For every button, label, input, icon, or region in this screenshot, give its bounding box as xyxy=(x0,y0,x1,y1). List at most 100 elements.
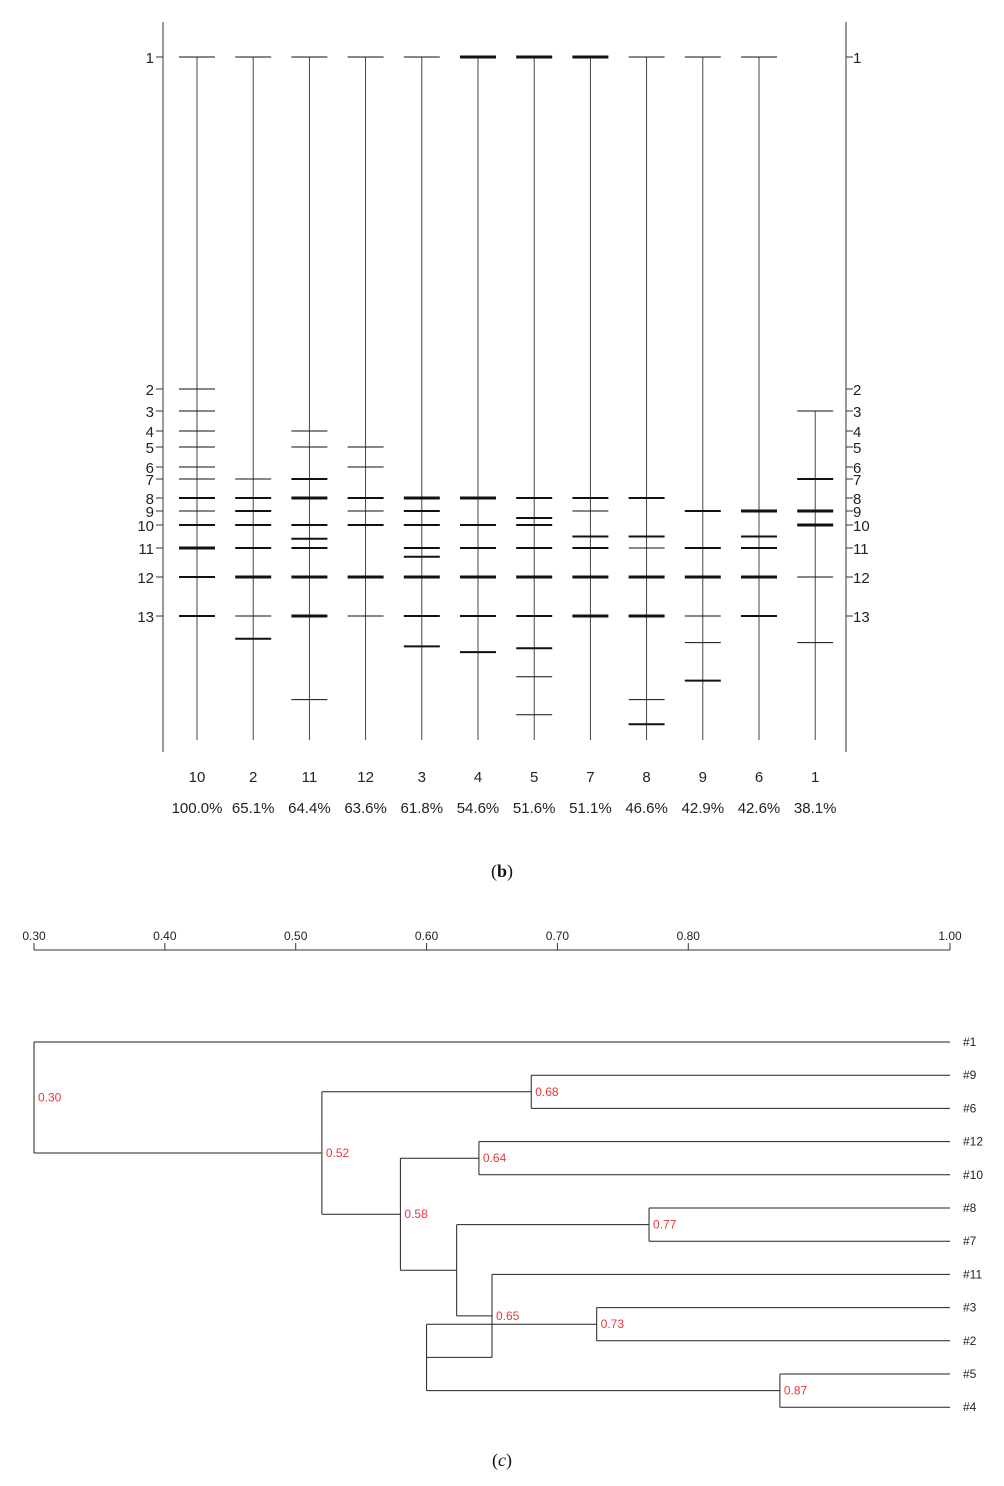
left-scale-label: 9 xyxy=(146,504,154,521)
node-similarity: 0.64 xyxy=(483,1151,507,1165)
right-scale-label: 9 xyxy=(853,504,861,521)
node-similarity: 0.87 xyxy=(784,1384,808,1398)
right-scale-label: 6 xyxy=(853,460,861,477)
dendrogram-panel: 0.30 0.40 0.50 0.60 0.70 0.80 1.00 #1 #9 #6 #12 #1… xyxy=(22,929,983,1414)
leaf-label: #6 xyxy=(963,1101,977,1115)
lane-similarity: 100.0% xyxy=(172,800,223,817)
lane-label: 2 xyxy=(249,769,257,786)
left-scale-label: 1 xyxy=(146,50,154,67)
axis-tick-label: 0.60 xyxy=(415,929,439,943)
leaf-label: #1 xyxy=(963,1035,977,1049)
node-similarity: 0.68 xyxy=(535,1085,559,1099)
lane-label: 10 xyxy=(189,769,206,786)
right-scale-label: 3 xyxy=(853,404,861,421)
lane-1: 1 38.1% xyxy=(794,410,837,817)
axis-tick-label: 0.70 xyxy=(546,929,570,943)
lane-similarity: 54.6% xyxy=(457,800,500,817)
right-scale-label: 13 xyxy=(853,609,870,626)
left-scale-label: 11 xyxy=(138,541,154,558)
lane-label: 9 xyxy=(699,769,707,786)
lane-9: 9 42.9% xyxy=(682,56,725,817)
lane-label: 12 xyxy=(357,769,374,786)
caption-c-label: c xyxy=(498,1450,506,1470)
caption-b: (b) xyxy=(491,861,513,882)
left-scale-label: 5 xyxy=(146,440,154,457)
right-scale-label: 4 xyxy=(853,424,861,441)
lane-3: 3 61.8% xyxy=(401,56,444,817)
lane-2: 2 65.1% xyxy=(232,56,275,817)
leaf-label: #9 xyxy=(963,1068,977,1082)
node-similarity: 0.65 xyxy=(496,1309,520,1323)
axis-tick-label: 1.00 xyxy=(938,929,962,943)
lane-6: 6 42.6% xyxy=(738,56,781,817)
node-labels: 0.87 0.77 0.73 0.68 0.65 0.64 0.58 0.52 0.30 xyxy=(38,1085,808,1398)
lane-similarity: 51.1% xyxy=(569,800,612,817)
lane-similarity: 63.6% xyxy=(344,800,387,817)
leaf-label: #7 xyxy=(963,1234,977,1248)
lane-7: 7 51.1% xyxy=(569,55,612,817)
axis-tick-label: 0.50 xyxy=(284,929,308,943)
leaf-labels: #1 #9 #6 #12 #10 #8 #7 #11 #3 #2 #5 #4 xyxy=(963,1035,983,1414)
left-scale-label: 3 xyxy=(146,404,154,421)
lane-12: 12 63.6% xyxy=(344,56,387,817)
left-scale-label: 4 xyxy=(146,424,154,441)
left-scale-label: 8 xyxy=(146,491,154,508)
node-similarity: 0.58 xyxy=(404,1207,428,1221)
lane-similarity: 38.1% xyxy=(794,800,837,817)
lane-similarity: 42.9% xyxy=(682,800,725,817)
right-scale-label: 10 xyxy=(853,518,870,535)
node-similarity: 0.77 xyxy=(653,1218,677,1232)
lane-label: 11 xyxy=(302,769,318,786)
node-similarity: 0.73 xyxy=(601,1317,625,1331)
right-scale-label: 12 xyxy=(853,570,870,587)
lane-4: 4 54.6% xyxy=(457,55,500,817)
lane-label: 4 xyxy=(474,769,482,786)
leaf-label: #2 xyxy=(963,1334,977,1348)
lane-label: 8 xyxy=(642,769,650,786)
right-scale-label: 11 xyxy=(853,541,869,558)
lane-similarity: 46.6% xyxy=(625,800,668,817)
left-scale-label: 12 xyxy=(137,570,154,587)
node-similarity: 0.30 xyxy=(38,1091,62,1105)
axis-tick-label: 0.80 xyxy=(677,929,701,943)
leaf-label: #8 xyxy=(963,1201,977,1215)
leaf-label: #4 xyxy=(963,1400,977,1414)
lane-similarity: 42.6% xyxy=(738,800,781,817)
right-scale-label: 1 xyxy=(853,50,861,67)
leaf-label: #12 xyxy=(963,1135,983,1149)
lane-label: 7 xyxy=(586,769,594,786)
lane-10: 10 100.0% xyxy=(172,56,223,817)
right-scale-label: 7 xyxy=(853,472,861,489)
lane-label: 6 xyxy=(755,769,763,786)
lanes: 10 100.0% 2 65.1% 11 64.4% 12 63.6% 3 61.8% 4 54.6%… xyxy=(172,55,837,817)
leaf-label: #5 xyxy=(963,1367,977,1381)
axis-tick-label: 0.30 xyxy=(22,929,46,943)
right-scale-label: 2 xyxy=(853,382,861,399)
axis-tick-label: 0.40 xyxy=(153,929,177,943)
leaf-label: #3 xyxy=(963,1301,977,1315)
lane-label: 1 xyxy=(811,769,819,786)
left-scale-label: 13 xyxy=(137,609,154,626)
lane-11: 11 64.4% xyxy=(288,56,331,817)
lane-label: 3 xyxy=(418,769,426,786)
right-scale-label: 8 xyxy=(853,491,861,508)
dendrogram-tree xyxy=(33,1041,950,1408)
node-similarity: 0.52 xyxy=(326,1146,350,1160)
leaf-label: #11 xyxy=(963,1267,982,1281)
caption-c: (c) xyxy=(492,1450,512,1471)
left-scale-label: 2 xyxy=(146,382,154,399)
left-scale-label: 6 xyxy=(146,460,154,477)
lane-5: 5 51.6% xyxy=(513,55,555,817)
left-scale-label: 7 xyxy=(146,472,154,489)
lane-similarity: 65.1% xyxy=(232,800,275,817)
caption-b-label: b xyxy=(497,861,507,881)
lane-label: 5 xyxy=(530,769,538,786)
left-scale-label: 10 xyxy=(137,518,154,535)
right-scale-label: 5 xyxy=(853,440,861,457)
lane-similarity: 61.8% xyxy=(401,800,444,817)
lane-similarity: 64.4% xyxy=(288,800,331,817)
